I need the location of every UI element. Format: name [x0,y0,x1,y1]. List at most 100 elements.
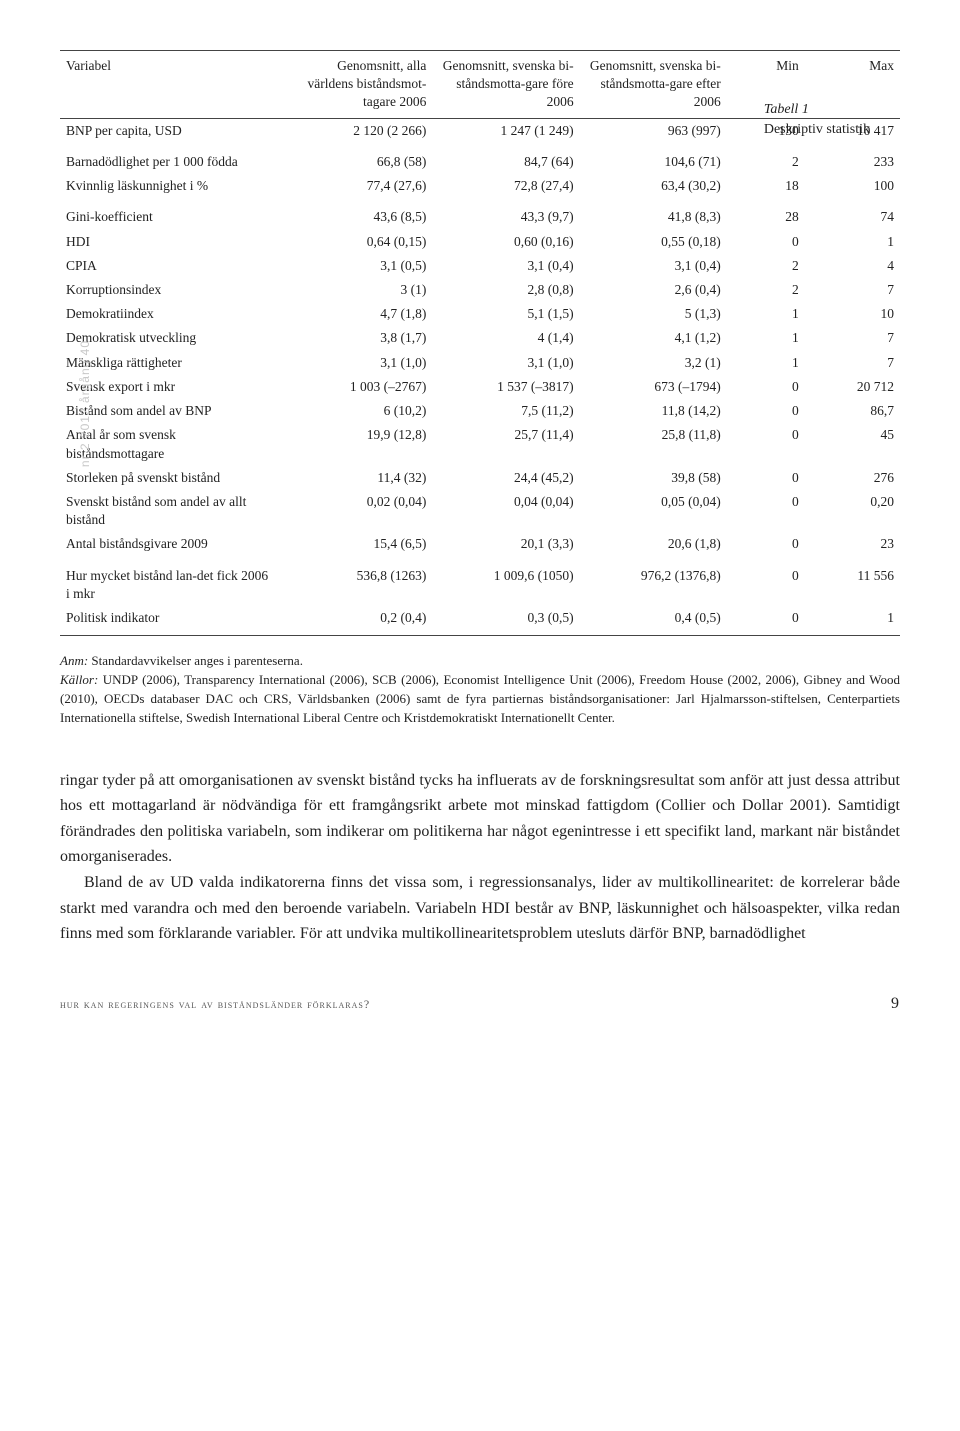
footer-running-title: hur kan regeringens val av biståndslände… [60,997,370,1012]
cell-min: 0 [727,230,805,254]
cell-c1: 1 003 (–2767) [285,375,432,399]
notes-anm-text: Standardavvikelser anges i parenteserna. [88,653,303,668]
cell-c1: 4,7 (1,8) [285,302,432,326]
table-row: Demokratisk utveckling3,8 (1,7)4 (1,4)4,… [60,326,900,350]
cell-max: 7 [805,326,900,350]
cell-c1: 3 (1) [285,278,432,302]
cell-max: 7 [805,351,900,375]
cell-max: 100 [805,174,900,198]
cell-c3: 963 (997) [580,118,727,143]
cell-c3: 63,4 (30,2) [580,174,727,198]
cell-c2: 72,8 (27,4) [432,174,579,198]
cell-c2: 7,5 (11,2) [432,399,579,423]
cell-label: Svenskt bistånd som andel av allt bistån… [60,490,285,532]
cell-c1: 0,02 (0,04) [285,490,432,532]
cell-label: Mänskliga rättigheter [60,351,285,375]
col-variabel: Variabel [60,51,285,119]
cell-c1: 0,2 (0,4) [285,606,432,636]
cell-max: 23 [805,532,900,556]
cell-c2: 1 009,6 (1050) [432,557,579,606]
cell-max: 45 [805,423,900,465]
cell-c3: 976,2 (1376,8) [580,557,727,606]
cell-c2: 5,1 (1,5) [432,302,579,326]
cell-min: 0 [727,466,805,490]
paragraph-1: ringar tyder på att omorganisationen av … [60,768,900,870]
cell-c2: 0,3 (0,5) [432,606,579,636]
col-after-2006: Genomsnitt, svenska bi-ståndsmotta-gare … [580,51,727,119]
body-text: ringar tyder på att omorganisationen av … [60,768,900,947]
cell-max: 10 [805,302,900,326]
notes-kallor-label: Källor: [60,672,98,687]
cell-c2: 3,1 (1,0) [432,351,579,375]
table-caption: Tabell 1 Deskriptiv statistik [764,100,870,139]
table-row: HDI0,64 (0,15)0,60 (0,16)0,55 (0,18)01 [60,230,900,254]
footer-page-number: 9 [891,995,900,1013]
table-row: Mänskliga rättigheter3,1 (1,0)3,1 (1,0)3… [60,351,900,375]
cell-c1: 3,1 (0,5) [285,254,432,278]
cell-c1: 536,8 (1263) [285,557,432,606]
cell-max: 7 [805,278,900,302]
side-margin-label: nr 2 2012 årgång 40 [78,340,92,467]
col-all-2006: Genomsnitt, alla världens biståndsmot-ta… [285,51,432,119]
cell-min: 0 [727,606,805,636]
cell-c2: 1 247 (1 249) [432,118,579,143]
table-row: CPIA3,1 (0,5)3,1 (0,4)3,1 (0,4)24 [60,254,900,278]
table-row: Hur mycket bistånd lan-det fick 2006 i m… [60,557,900,606]
cell-label: Hur mycket bistånd lan-det fick 2006 i m… [60,557,285,606]
table-row: Politisk indikator0,2 (0,4)0,3 (0,5)0,4 … [60,606,900,636]
cell-c3: 0,55 (0,18) [580,230,727,254]
cell-c2: 2,8 (0,8) [432,278,579,302]
cell-c3: 2,6 (0,4) [580,278,727,302]
cell-min: 1 [727,326,805,350]
cell-label: Demokratisk utveckling [60,326,285,350]
cell-c2: 0,04 (0,04) [432,490,579,532]
cell-max: 11 556 [805,557,900,606]
cell-max: 1 [805,230,900,254]
cell-min: 0 [727,557,805,606]
table-row: Bistånd som andel av BNP6 (10,2)7,5 (11,… [60,399,900,423]
paragraph-2: Bland de av UD valda indikatorerna finns… [60,870,900,947]
cell-min: 18 [727,174,805,198]
cell-c3: 5 (1,3) [580,302,727,326]
table-row: Svenskt bistånd som andel av allt bistån… [60,490,900,532]
cell-min: 1 [727,351,805,375]
cell-c1: 77,4 (27,6) [285,174,432,198]
cell-c1: 19,9 (12,8) [285,423,432,465]
cell-c3: 4,1 (1,2) [580,326,727,350]
table-row: Svensk export i mkr1 003 (–2767)1 537 (–… [60,375,900,399]
cell-c3: 0,4 (0,5) [580,606,727,636]
table-row: Antal år som svensk biståndsmottagare19,… [60,423,900,465]
cell-c3: 25,8 (11,8) [580,423,727,465]
cell-c2: 1 537 (–3817) [432,375,579,399]
cell-label: BNP per capita, USD [60,118,285,143]
cell-min: 28 [727,198,805,229]
cell-c1: 2 120 (2 266) [285,118,432,143]
cell-label: Svensk export i mkr [60,375,285,399]
notes-anm-label: Anm: [60,653,88,668]
cell-max: 86,7 [805,399,900,423]
cell-c2: 24,4 (45,2) [432,466,579,490]
cell-label: Politisk indikator [60,606,285,636]
table-row: Kvinnlig läskunnighet i %77,4 (27,6)72,8… [60,174,900,198]
cell-c2: 20,1 (3,3) [432,532,579,556]
cell-c3: 3,1 (0,4) [580,254,727,278]
notes-kallor-text: UNDP (2006), Transparency International … [60,672,900,725]
cell-label: HDI [60,230,285,254]
cell-c1: 15,4 (6,5) [285,532,432,556]
col-before-2006: Genomsnitt, svenska bi-ståndsmotta-gare … [432,51,579,119]
cell-c3: 20,6 (1,8) [580,532,727,556]
cell-label: Bistånd som andel av BNP [60,399,285,423]
cell-min: 0 [727,490,805,532]
cell-max: 0,20 [805,490,900,532]
cell-min: 2 [727,278,805,302]
cell-min: 2 [727,143,805,174]
cell-min: 0 [727,375,805,399]
cell-c2: 43,3 (9,7) [432,198,579,229]
cell-c3: 41,8 (8,3) [580,198,727,229]
cell-min: 0 [727,423,805,465]
cell-c2: 3,1 (0,4) [432,254,579,278]
cell-c3: 11,8 (14,2) [580,399,727,423]
cell-max: 4 [805,254,900,278]
cell-label: Antal år som svensk biståndsmottagare [60,423,285,465]
cell-max: 74 [805,198,900,229]
